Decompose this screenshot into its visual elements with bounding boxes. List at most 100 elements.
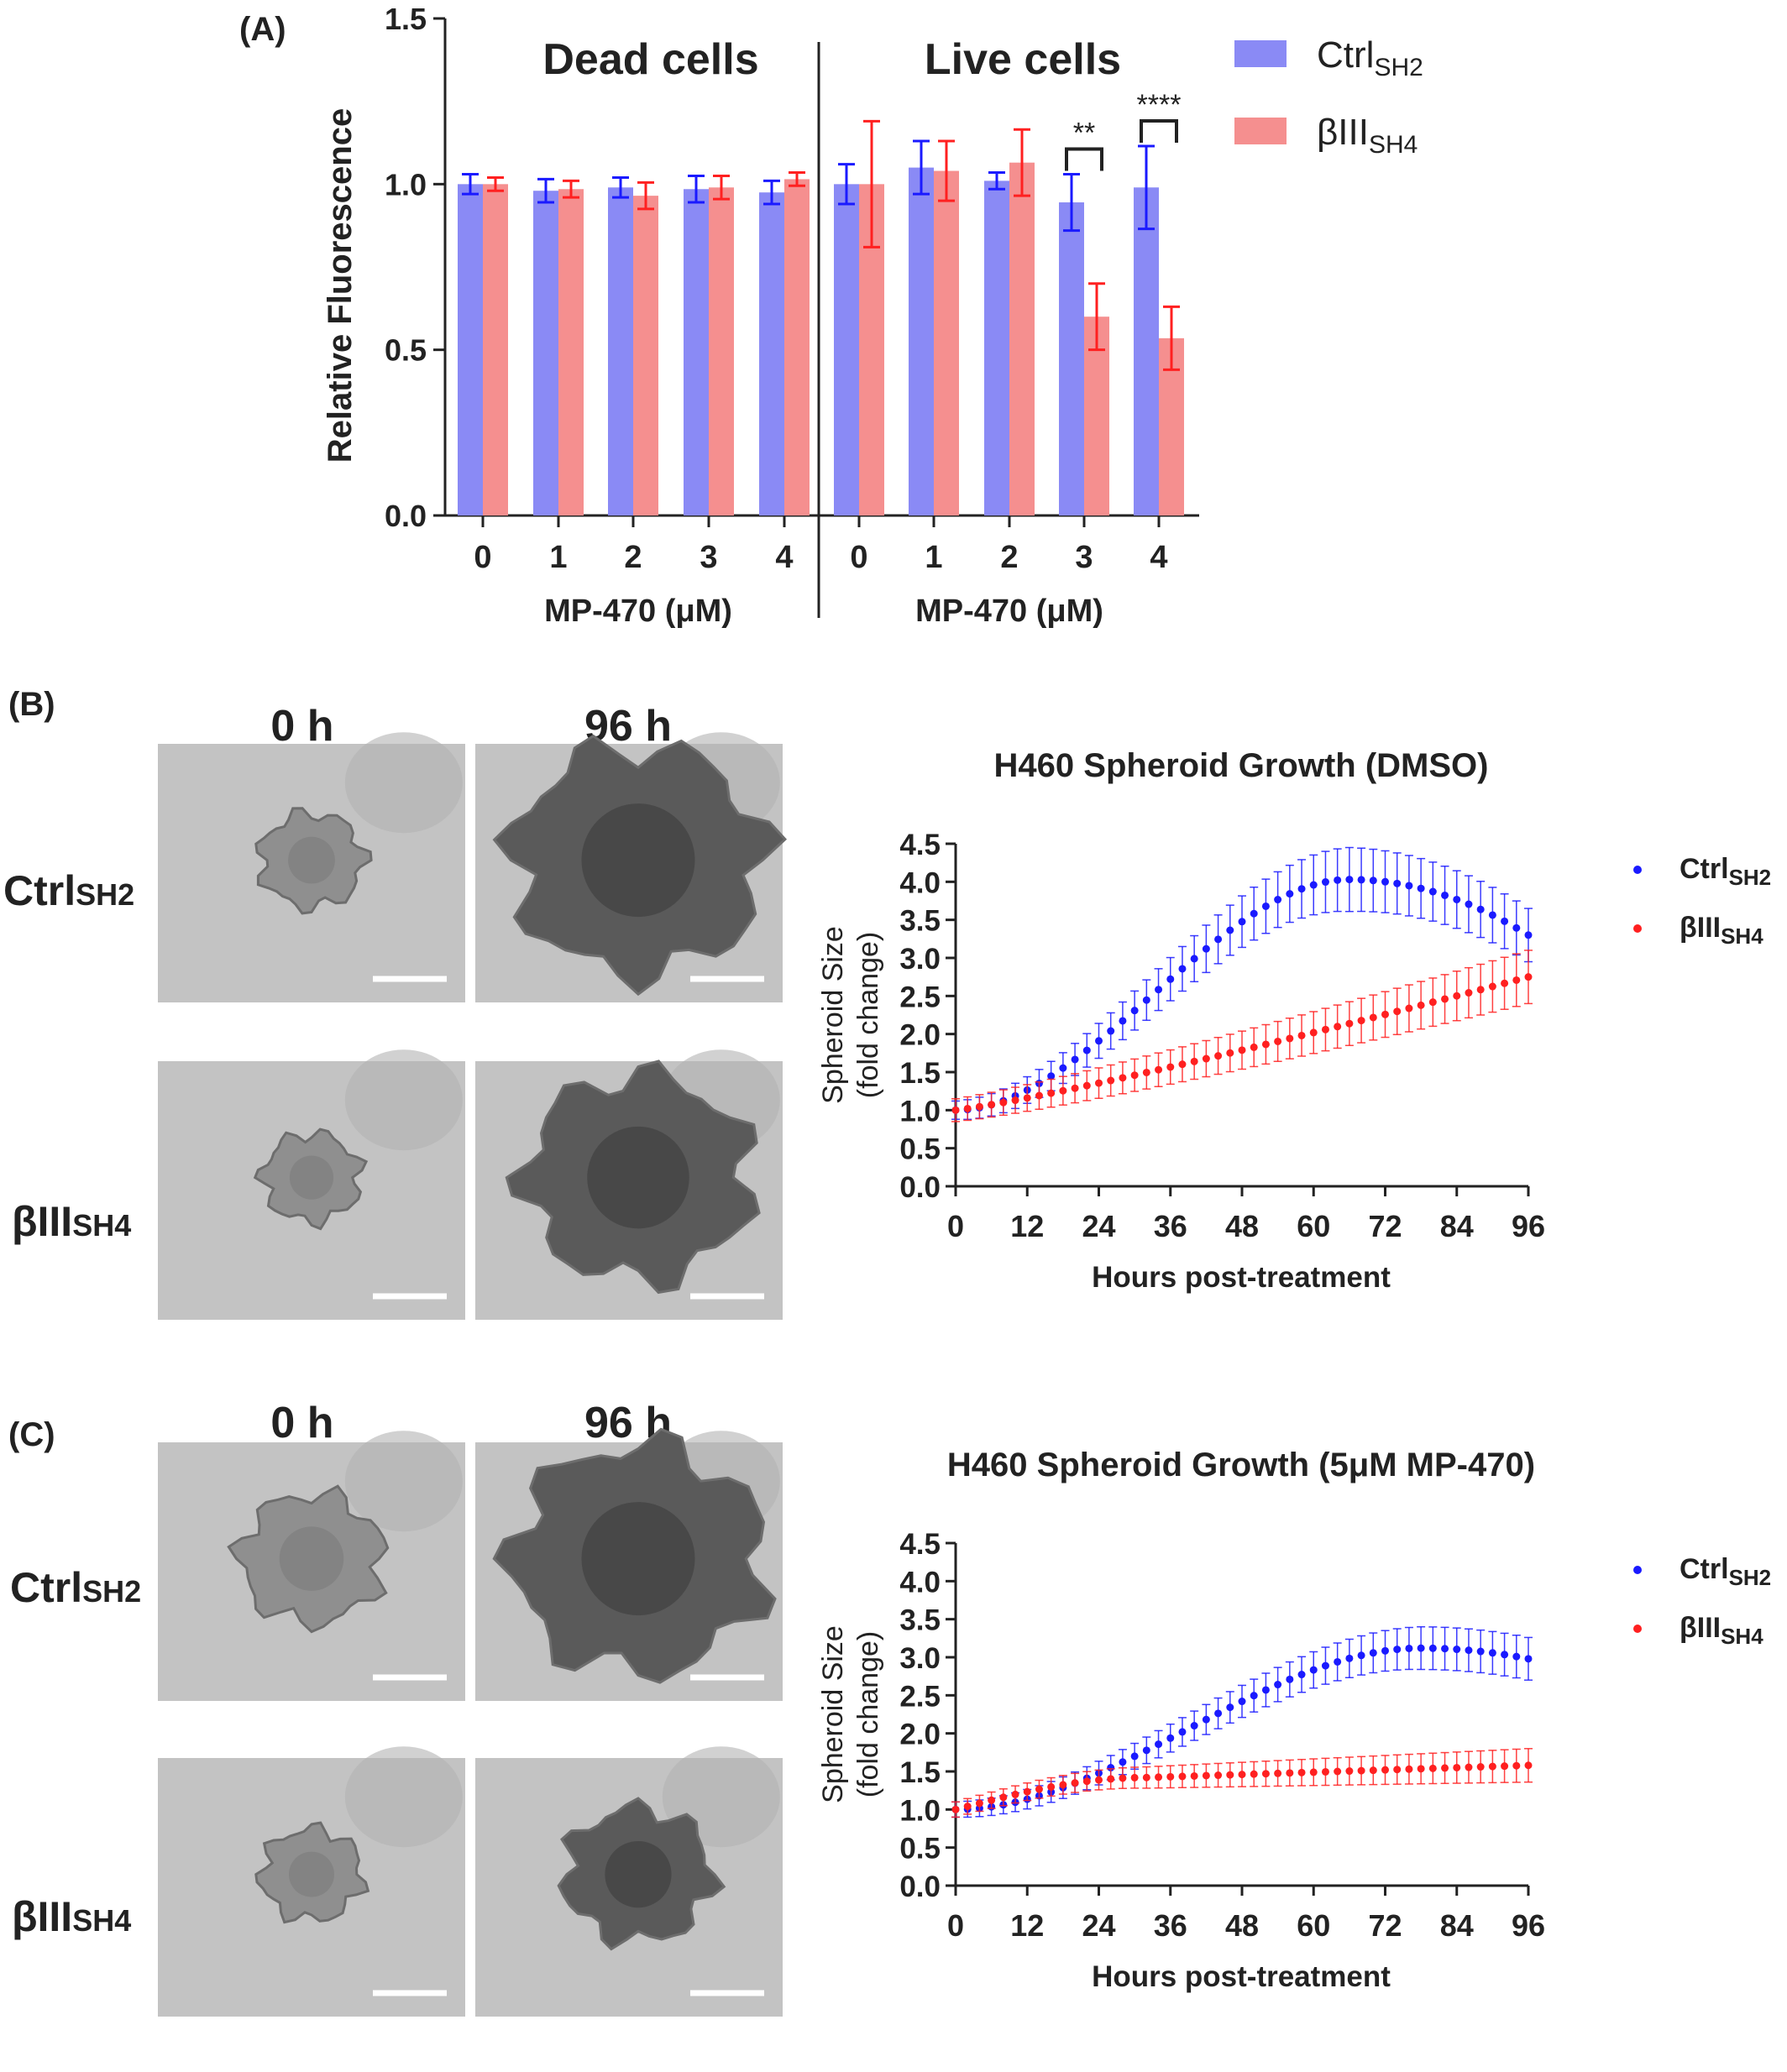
data-point	[1441, 995, 1449, 1003]
data-point	[1476, 905, 1485, 913]
data-point	[1202, 1771, 1210, 1780]
data-point	[1261, 1770, 1270, 1778]
data-point	[1059, 1064, 1067, 1072]
data-point	[1130, 1071, 1139, 1080]
data-point	[1082, 1081, 1091, 1090]
x-tick-label: 60	[1297, 1908, 1330, 1943]
data-point	[1047, 1072, 1056, 1080]
data-point	[1238, 918, 1246, 926]
y-tick-label: 1.0	[899, 1794, 941, 1827]
group-title-live: Live cells	[925, 35, 1121, 84]
data-point	[1071, 1055, 1079, 1064]
data-point	[1059, 1781, 1067, 1789]
bar-ctrl	[984, 181, 1009, 516]
data-point	[1119, 1774, 1127, 1782]
y-tick-label: 2.0	[899, 1019, 941, 1052]
data-point	[1082, 1046, 1091, 1054]
bar-beta	[558, 189, 584, 515]
x-tick-label-a: 1	[549, 540, 567, 575]
data-point	[963, 1104, 972, 1112]
x-tick-label: 0	[947, 1908, 964, 1943]
data-point	[988, 1101, 996, 1109]
y-axis-label-unit: (fold change)	[852, 1631, 884, 1797]
group-title-dead: Dead cells	[542, 35, 758, 84]
data-point	[1345, 1654, 1354, 1662]
data-point	[1190, 1722, 1198, 1730]
y-tick-label: 0.0	[899, 1171, 941, 1204]
x-tick-label-a: 4	[775, 540, 793, 575]
x-tick-label-a: 3	[1075, 540, 1093, 575]
data-point	[1214, 1709, 1223, 1718]
data-point	[1166, 1772, 1175, 1781]
bar-ctrl	[1134, 187, 1159, 515]
data-point	[1321, 878, 1329, 887]
y-tick-label-a: 1.0	[385, 167, 427, 201]
data-point	[1178, 1060, 1187, 1069]
data-point	[1095, 1776, 1103, 1784]
data-point	[1250, 909, 1258, 918]
bar-ctrl	[684, 189, 709, 515]
y-tick-label: 4.0	[899, 1566, 941, 1598]
bar-beta	[483, 184, 508, 516]
data-point	[999, 1098, 1008, 1107]
panel-a: (A) 0.00.51.01.50 1 2 3 4 0 1 2 3 4****** Dead ce…	[239, 2, 1423, 629]
x-axis-label: Hours post-treatment	[1092, 1960, 1391, 1993]
data-point	[1488, 1649, 1496, 1657]
data-point	[1309, 1768, 1318, 1776]
data-point	[1142, 1746, 1150, 1755]
data-point	[1059, 1086, 1067, 1095]
panel-b: (B) 0 h 96 h CtrlSH2 βIIISH4 H460 Sphero…	[3, 686, 1771, 1320]
spheroid-core	[289, 1851, 334, 1897]
x-tick-label-a: 2	[624, 540, 642, 575]
data-point	[1381, 1010, 1389, 1018]
panel-b-label: (B)	[8, 686, 55, 723]
data-point	[1381, 877, 1389, 886]
data-point	[1309, 881, 1318, 889]
data-point	[1130, 1773, 1139, 1782]
data-point	[1130, 1007, 1139, 1015]
spheroid-core	[581, 803, 695, 918]
data-point	[1166, 975, 1175, 983]
data-point	[1309, 1666, 1318, 1674]
bar-beta	[934, 170, 959, 515]
legend-label: βIIISH4	[1680, 912, 1763, 949]
y-tick-label: 0.5	[899, 1133, 941, 1166]
bar-ctrl	[909, 167, 934, 515]
data-point	[1047, 1089, 1056, 1097]
data-point	[1321, 1025, 1329, 1033]
data-point	[1441, 1764, 1449, 1772]
data-point	[1476, 986, 1485, 994]
y-tick-label-a: 1.5	[385, 2, 427, 36]
micrograph-shading	[344, 1049, 463, 1151]
data-point	[1369, 1649, 1377, 1657]
data-point	[1417, 1765, 1425, 1773]
x-tick-label: 96	[1512, 1908, 1545, 1943]
data-point	[1155, 1740, 1163, 1749]
row-label-ctrl-c: CtrlSH2	[10, 1564, 141, 1611]
data-point	[1107, 1775, 1115, 1783]
bar-beta	[709, 187, 734, 515]
data-point	[1155, 1773, 1163, 1782]
y-tick-label: 1.5	[899, 1756, 941, 1789]
data-point	[1023, 1787, 1031, 1796]
data-point	[1417, 1001, 1425, 1009]
data-point	[1119, 1017, 1127, 1025]
data-point	[1226, 1049, 1234, 1057]
data-point	[1334, 1657, 1342, 1666]
data-point	[1441, 891, 1449, 899]
panel-c-label: (C)	[8, 1416, 55, 1453]
data-point	[1393, 879, 1402, 887]
data-point	[1107, 1076, 1115, 1085]
data-point	[951, 1805, 960, 1813]
x-tick-label: 72	[1368, 1908, 1402, 1943]
data-point	[1369, 1766, 1377, 1775]
data-point	[1142, 1773, 1150, 1782]
y-tick-label: 3.5	[899, 905, 941, 938]
data-point	[1155, 986, 1163, 994]
data-point	[1095, 1037, 1103, 1045]
data-point	[1261, 1686, 1270, 1694]
row-label-ctrl-b: CtrlSH2	[3, 867, 134, 914]
data-point	[1226, 926, 1234, 934]
data-point	[1334, 1767, 1342, 1776]
